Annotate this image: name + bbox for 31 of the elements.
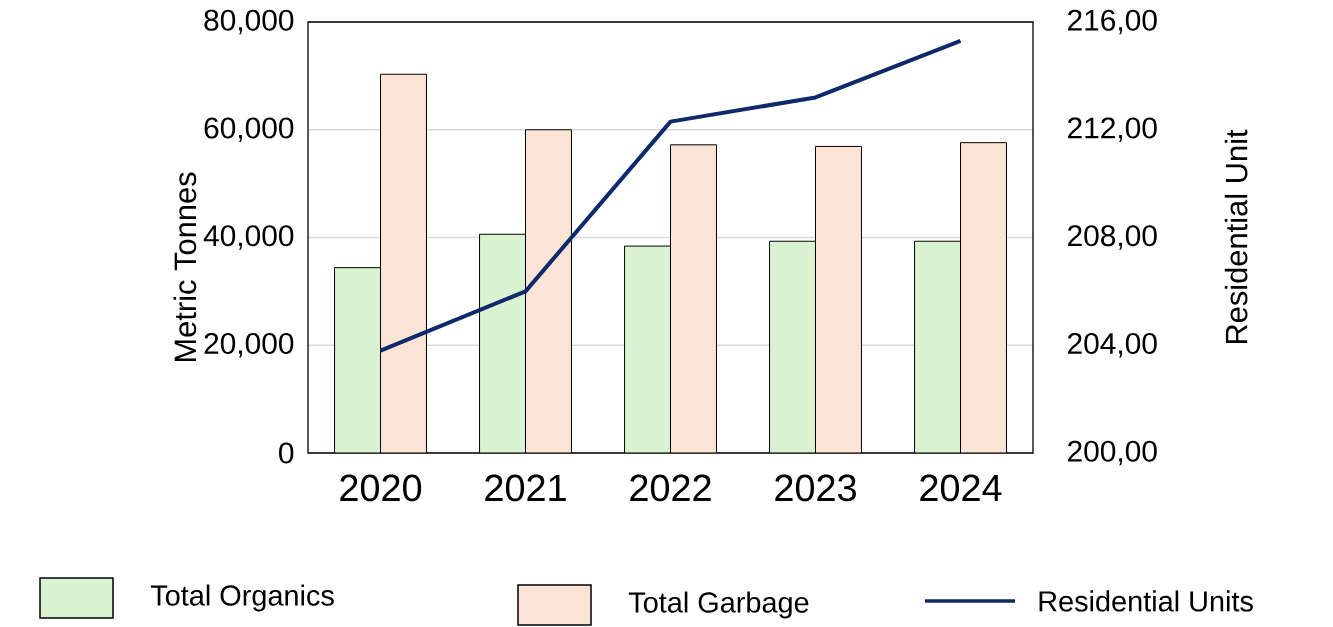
bar <box>769 241 816 453</box>
legend-label: Residential Units <box>1039 590 1253 612</box>
y-tick-label: 20,000 <box>204 332 294 358</box>
bar <box>525 129 572 453</box>
line-series <box>378 38 963 353</box>
bar <box>334 267 381 453</box>
bar <box>960 142 1007 453</box>
bar <box>670 144 717 453</box>
y2-tick-label: 216,00 <box>1068 9 1157 35</box>
legend-label: Total Garbage <box>628 591 809 619</box>
y-tick-label: 80,000 <box>204 9 294 35</box>
bar <box>380 74 427 453</box>
y2-axis-title: Residential Unit <box>1224 129 1248 344</box>
x-tick-label: 2023 <box>775 474 856 502</box>
bar <box>624 246 671 453</box>
y-tick-label: 0 <box>279 442 294 464</box>
bar <box>914 240 962 453</box>
bar <box>815 146 862 453</box>
y-tick-label: 60,000 <box>204 117 294 143</box>
y2-tick-label: 200,00 <box>1068 440 1157 466</box>
y2-tick-label: 212,00 <box>1068 117 1157 143</box>
y2-tick-label: 208,00 <box>1068 225 1157 250</box>
legend-label: Total Organics <box>150 584 334 612</box>
x-tick-label: 2022 <box>630 474 711 502</box>
x-tick-label: 2021 <box>485 474 566 502</box>
y-axis-title: Metric Tonnes <box>173 172 197 362</box>
x-tick-label: 2020 <box>340 474 422 502</box>
x-tick-label: 2024 <box>920 474 1002 502</box>
y2-tick-label: 204,00 <box>1068 332 1157 358</box>
bar <box>479 234 526 453</box>
y-tick-label: 40,000 <box>203 225 294 250</box>
